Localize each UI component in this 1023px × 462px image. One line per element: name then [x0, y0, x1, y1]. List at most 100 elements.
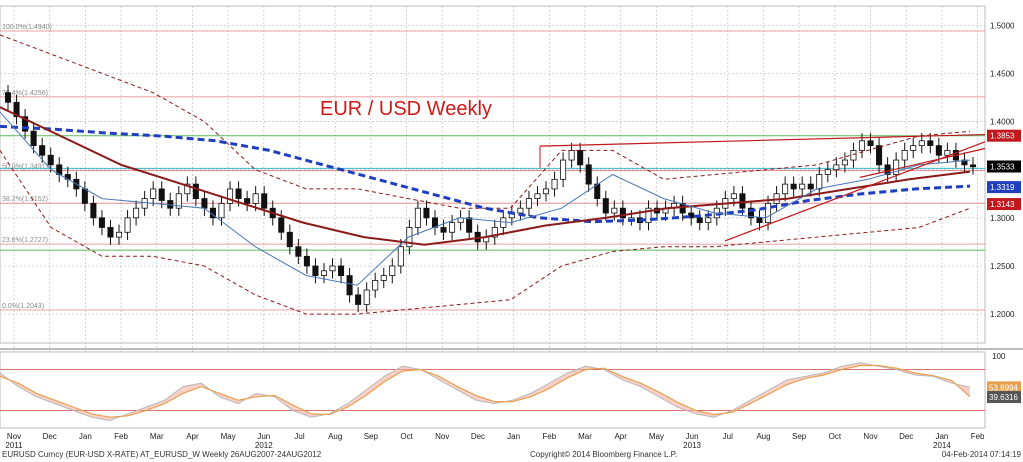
month-tick-label: Oct: [829, 432, 842, 441]
price-panel: 100.0%(1.4940) 76.4%(1.4256) 50.0%(1.3491)…: [0, 5, 986, 428]
candle-bearish: [577, 150, 584, 166]
bollinger-upper-band: [0, 34, 971, 209]
candle-bearish: [295, 246, 302, 257]
year-tick-label: 2014: [933, 441, 951, 448]
price-tick-label: 1.2000: [990, 310, 1015, 319]
month-tick-label: Feb: [542, 432, 556, 441]
candle-bullish: [816, 174, 823, 190]
month-tick-label: Mar: [150, 432, 164, 441]
candle-bullish: [799, 183, 806, 190]
candle-bullish: [363, 289, 370, 305]
candle-bearish: [585, 164, 592, 185]
month-tick-label: Jan: [507, 432, 520, 441]
candle-bullish: [380, 275, 387, 281]
candle-bearish: [201, 198, 208, 209]
month-tick-label: Dec: [43, 432, 57, 441]
candle-bullish: [782, 183, 789, 195]
candle-bullish: [329, 265, 336, 272]
fib-level-label: 0.0%(1.2043): [2, 303, 44, 310]
chart-svg: 100.0%(1.4940) 76.4%(1.4256) 50.0%(1.3491)…: [0, 5, 1023, 450]
month-tick-label: Jan: [935, 432, 948, 441]
fib-level-label: 23.6%(1.2727): [2, 237, 48, 244]
candle-bearish: [4, 92, 12, 103]
footer-bar: EURUSD Curncy (EUR-USD X-RATE) AT_EURUSD…: [0, 448, 1023, 462]
price-tag-box: [987, 198, 1021, 211]
candle-bearish: [81, 188, 88, 204]
candle-bullish: [397, 246, 404, 267]
candle-bullish: [551, 178, 558, 190]
candle-bullish: [611, 207, 618, 214]
candle-bullish: [449, 222, 456, 233]
month-tick-label: Apr: [614, 432, 627, 441]
candle-bearish: [602, 198, 609, 214]
candle-bearish: [747, 207, 754, 219]
candle-bearish: [13, 101, 20, 118]
month-tick-label: Mar: [578, 432, 592, 441]
candle-bullish: [901, 150, 908, 161]
oscillator-tag-box: [987, 381, 1021, 394]
candle-bullish: [858, 140, 866, 151]
candle-bearish: [423, 207, 430, 219]
candle-bullish: [560, 159, 567, 180]
moving-average-line: [0, 124, 971, 224]
candle-bearish: [286, 231, 293, 248]
candle-bullish: [133, 207, 140, 219]
month-tick-label: Sep: [364, 432, 379, 441]
candle-bullish: [944, 150, 951, 156]
candle-bullish: [218, 202, 225, 219]
price-plot-frame: [0, 5, 986, 344]
chart-title: EUR / USD Weekly: [320, 98, 492, 120]
candle-bearish: [261, 193, 268, 209]
candle-bullish: [893, 159, 900, 175]
candle-bullish: [389, 265, 396, 277]
month-tick-label: May: [221, 432, 236, 441]
candle-bearish: [235, 188, 242, 199]
candle-bullish: [491, 227, 498, 238]
month-tick-label: Nov: [7, 432, 21, 441]
candle-bearish: [346, 275, 353, 296]
candle-bullish: [175, 193, 182, 209]
candle-bearish: [338, 265, 345, 277]
candle-bearish: [884, 164, 891, 175]
price-tag-box: [987, 160, 1021, 173]
candle-bearish: [47, 154, 54, 166]
price-tag-label: 1.3853: [990, 132, 1015, 141]
oscillator-d-line: [0, 364, 971, 418]
candle-bearish: [935, 145, 942, 156]
candle-bullish: [414, 207, 421, 228]
candle-bullish: [227, 188, 234, 204]
price-tag-label: 1.3319: [990, 183, 1015, 192]
footer-left-text: EURUSD Curncy (EUR-USD X-RATE) AT_EURUSD…: [2, 450, 322, 459]
fib-level-label: 50.0%(1.3491): [2, 164, 48, 171]
price-tick-label: 1.2500: [990, 262, 1015, 271]
price-tick-label: 1.4500: [990, 69, 1015, 78]
oscillator-tick-label: 100: [992, 352, 1006, 361]
candle-bullish: [150, 188, 157, 199]
candle-bullish: [645, 207, 652, 224]
candle-bearish: [790, 183, 797, 190]
candle-bearish: [696, 217, 703, 224]
short-trendline: [859, 147, 986, 178]
candle-bullish: [141, 198, 148, 209]
candle-bullish: [765, 202, 772, 224]
fib-level-label: 100.0%(1.4940): [2, 24, 52, 31]
month-tick-label: Apr: [186, 432, 199, 441]
moving-average-line: [0, 111, 971, 286]
price-tick-label: 1.5000: [990, 21, 1015, 30]
price-tag-label: 1.3533: [990, 163, 1015, 172]
resistance-trendline: [539, 133, 986, 147]
month-tick-label: Dec: [471, 432, 485, 441]
month-tick-label: Jan: [79, 432, 92, 441]
candle-bearish: [961, 159, 968, 166]
month-tick-label: Jun: [686, 432, 699, 441]
oscillator-tag-box: [987, 391, 1021, 404]
price-tag-label: 1.3143: [990, 200, 1015, 209]
footer-copyright: Copyright© 2014 Bloomberg Finance L.P.: [530, 450, 678, 459]
year-tick-label: 2012: [255, 441, 273, 448]
month-tick-label: Dec: [899, 432, 913, 441]
candle-bearish: [756, 217, 763, 224]
candle-bullish: [320, 270, 327, 276]
fib-level-label: 76.4%(1.4256): [2, 90, 48, 97]
price-tag-box: [987, 129, 1021, 142]
candle-bearish: [192, 183, 199, 199]
